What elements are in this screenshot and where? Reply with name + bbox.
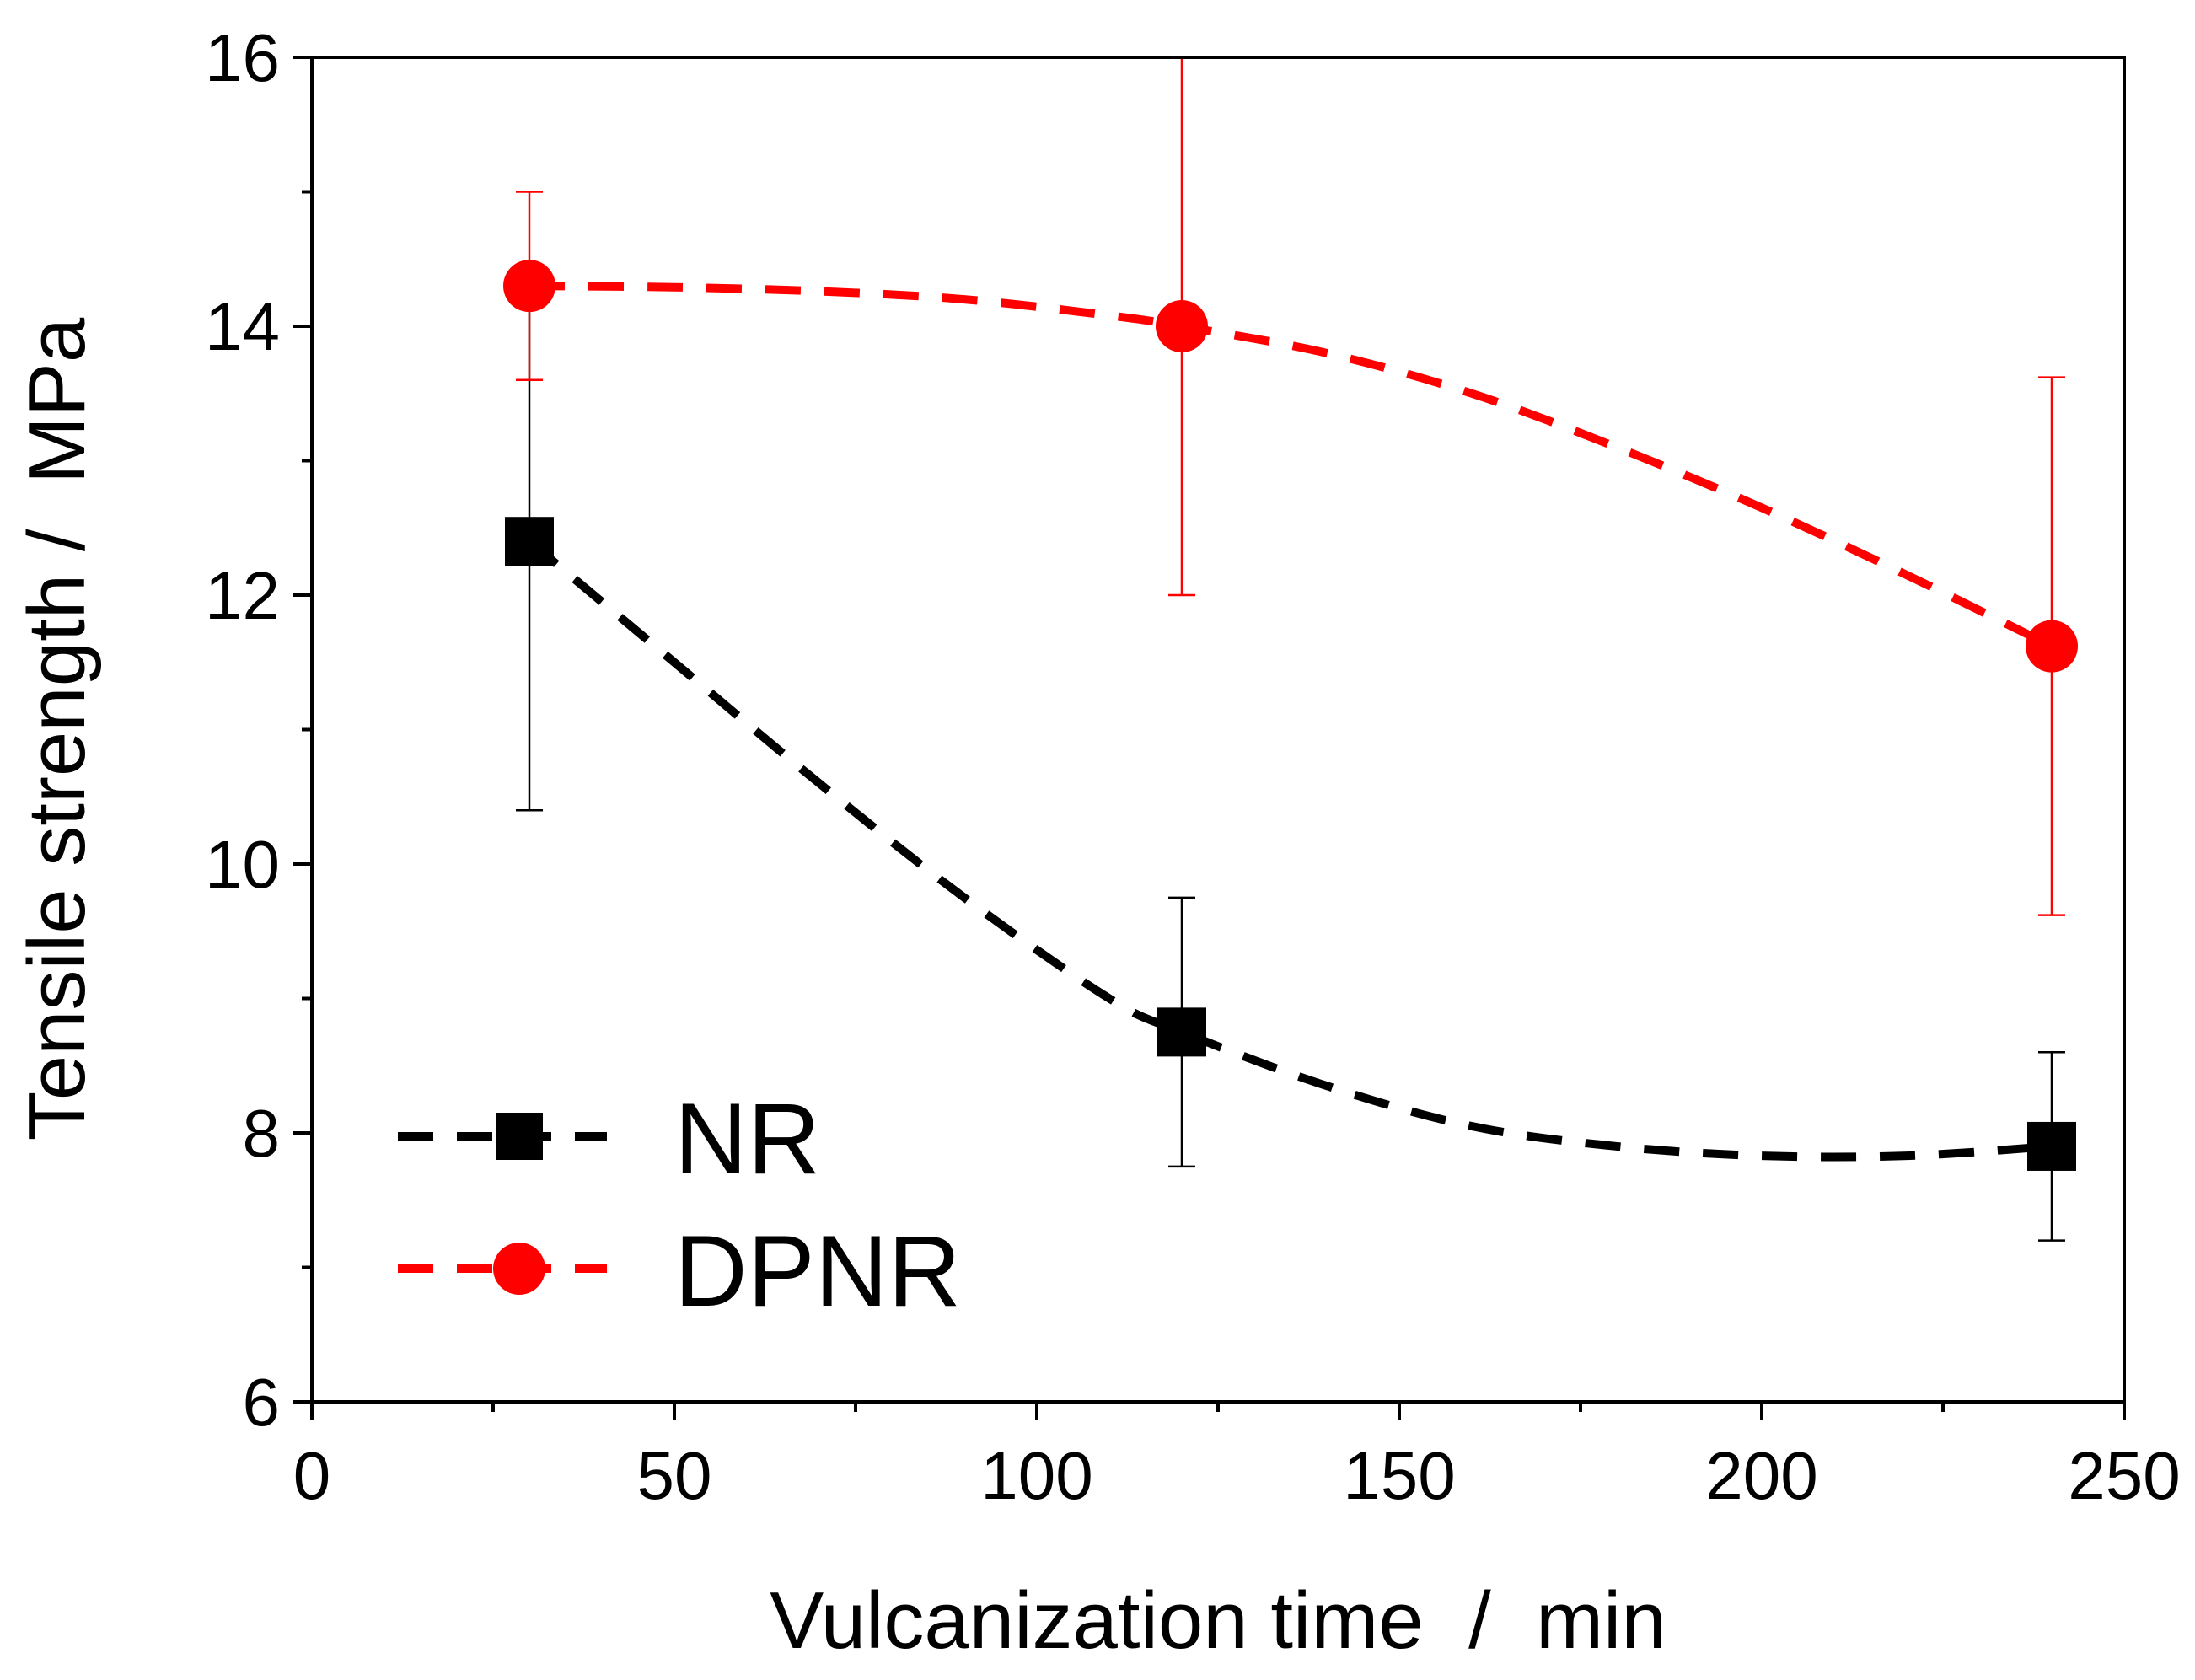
y-tick-label: 6 xyxy=(243,1365,281,1440)
plot-frame xyxy=(310,56,2126,1404)
legend-nr-square xyxy=(496,1113,543,1160)
y-tick-label: 8 xyxy=(243,1096,281,1171)
plot-layer xyxy=(503,56,2078,1242)
x-tick-label: 250 xyxy=(2068,1438,2180,1513)
x-tick-label: 50 xyxy=(637,1438,712,1513)
legend-nr-label: NR xyxy=(674,1082,820,1195)
y-axis-title: Tensile strength / MPa xyxy=(12,317,102,1141)
x-tick-label: 100 xyxy=(980,1438,1092,1513)
x-tick-label: 150 xyxy=(1343,1438,1455,1513)
y-tick-label: 14 xyxy=(205,289,280,364)
y-tick-label: 10 xyxy=(205,827,280,902)
ticks-layer xyxy=(293,56,2126,1420)
series-dpnr-point xyxy=(503,260,555,313)
series-nr-point xyxy=(505,517,554,566)
series-nr-line xyxy=(526,538,2053,1162)
legend-dpnr-label: DPNR xyxy=(674,1215,961,1328)
legend-dpnr-circle xyxy=(493,1243,545,1295)
series-dpnr-point xyxy=(1156,300,1208,352)
legend: NR DPNR xyxy=(398,1082,961,1328)
series-nr-point xyxy=(2027,1121,2076,1171)
x-axis-title: Vulcanization time / min xyxy=(770,1575,1666,1666)
x-tick-label: 200 xyxy=(1705,1438,1817,1513)
series-nr-point xyxy=(1157,1007,1206,1057)
y-tick-label: 12 xyxy=(205,558,280,633)
series-dpnr-line xyxy=(529,282,2054,651)
x-tick-labels: 0 50 100 150 200 250 xyxy=(293,1438,2181,1513)
y-tick-labels: 6 8 10 12 14 16 xyxy=(205,20,280,1440)
series-dpnr-point xyxy=(2026,620,2078,673)
y-tick-label: 16 xyxy=(205,20,280,95)
x-tick-label: 0 xyxy=(293,1438,331,1513)
